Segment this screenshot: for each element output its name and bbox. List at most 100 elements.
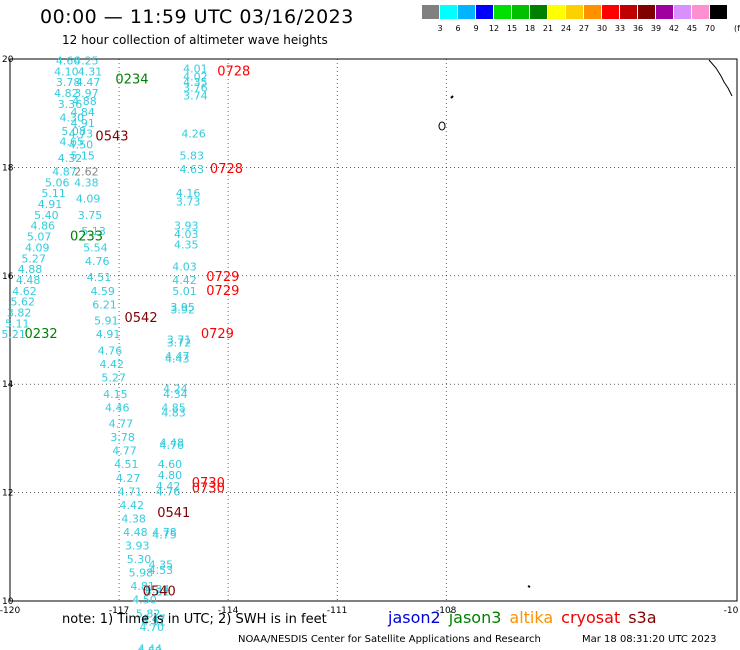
wave-height-label: 6.21 [92, 298, 117, 311]
legend-swatch [458, 5, 475, 19]
wave-height-label: 4.85 [161, 401, 186, 414]
wave-height-label: 4.62 [12, 285, 37, 298]
lat-tick-label: 20 [2, 55, 14, 65]
wave-height-label: 4.60 [56, 54, 81, 67]
wave-height-label: 4.76 [156, 485, 181, 498]
pass-time-label: 0729 [206, 270, 239, 285]
wave-height-label: 4.82 [54, 87, 79, 100]
wave-height-label: 4.63 [180, 163, 205, 176]
legend-swatch [494, 5, 511, 19]
legend-label: 30 [596, 24, 608, 33]
wave-height-label: 4.01 [183, 63, 208, 76]
wave-height-label: 4.09 [25, 241, 50, 254]
map-title: 00:00 — 11:59 UTC 03/16/2023 [40, 6, 354, 28]
legend-label: 18 [524, 24, 536, 33]
wave-height-label: 5.91 [94, 315, 119, 328]
wave-height-label: 4.24 [163, 382, 188, 395]
lon-tick-label: -10 [724, 606, 739, 616]
wave-height-label: 4.88 [72, 95, 97, 108]
wave-height-label: 4.30 [60, 111, 85, 124]
legend-swatch [476, 5, 493, 19]
map-frame [9, 58, 738, 602]
wave-height-label: 4.77 [109, 418, 134, 431]
wave-height-label: 4.42 [100, 358, 125, 371]
pass-time-label: 0540 [143, 585, 176, 600]
wave-height-label: 5.13 [81, 225, 106, 238]
legend-unit: (ft) [733, 24, 740, 33]
wave-height-label: 5.06 [45, 176, 70, 189]
wave-height-label: 4.31 [78, 65, 103, 78]
lat-tick-label: 10 [2, 597, 14, 607]
wave-height-label: 4.91 [38, 198, 63, 211]
legend-swatch [440, 5, 457, 19]
wave-height-label: 4.38 [74, 176, 99, 189]
legend-swatch [692, 5, 709, 19]
wave-height-label: 4.77 [112, 445, 137, 458]
wave-height-label: 4.76 [160, 439, 185, 452]
wave-height-label: 5.08 [61, 125, 86, 138]
wave-height-label: 4.88 [18, 263, 43, 276]
wave-height-label: 4.35 [183, 76, 208, 89]
wave-height-label: 4.32 [58, 152, 83, 165]
pass-time-label: 0730 [192, 482, 225, 497]
wave-height-label: 4.46 [105, 401, 130, 414]
pass-time-label: 0232 [25, 327, 58, 342]
wave-height-label: 4.15 [103, 388, 128, 401]
pass-times: 0234 0233 0232 0543 0542 0541 0540 0728 0728 0729… [25, 64, 251, 599]
wave-height-label: 3.92 [170, 304, 195, 317]
credit-line: NOAA/NESDIS Center for Satellite Applica… [238, 634, 541, 645]
wave-height-label: 4.91 [70, 117, 95, 130]
wave-height-label: 3.76 [183, 82, 208, 95]
pass-time-label: 0543 [95, 129, 128, 144]
wave-height-label: 4.02 [183, 71, 208, 84]
wave-height-label: 4.81 [130, 580, 155, 593]
wave-height-label: 4.26 [181, 128, 206, 141]
wave-labels: 4.604.103.784.823.364.305.084.654.324.87… [1, 54, 207, 650]
legend-swatch [638, 5, 655, 19]
wave-height-label: 4.51 [87, 271, 112, 284]
legend-label: 6 [455, 24, 461, 33]
wave-height-label: 3.78 [110, 431, 135, 444]
wave-height-label: 5.62 [10, 296, 35, 309]
satellite-label-jason2: jason2 [388, 608, 441, 627]
wave-height-label: 4.47 [165, 350, 190, 363]
wave-height-label: 4.31 [145, 586, 170, 599]
wave-height-label: 4.25 [74, 54, 99, 67]
legend-swatch [512, 5, 529, 19]
lon-tick-label: -114 [218, 606, 239, 616]
satellite-label-altika: altika [509, 608, 554, 627]
wave-height-label: 4.43 [165, 353, 190, 366]
wave-height-label: 3.74 [183, 90, 208, 103]
satellite-label-cryosat: cryosat [561, 608, 621, 627]
lon-tick-label: -120 [0, 606, 20, 616]
pass-time-label: 0728 [210, 162, 243, 177]
wave-height-label: 3.75 [78, 209, 103, 222]
legend-swatch [530, 5, 547, 19]
legend-label: 70 [704, 24, 716, 33]
legend-label: 3 [437, 24, 443, 33]
wave-height-label: 4.71 [118, 485, 143, 498]
wave-height-label: 4.76 [98, 344, 123, 357]
wave-height-label: 4.65 [60, 136, 85, 149]
pass-time-label: 0233 [70, 230, 103, 245]
wave-height-label: 4.91 [96, 328, 121, 341]
wave-height-label: 4.80 [158, 469, 183, 482]
wave-height-label: 2.62 [74, 166, 99, 179]
wave-height-label: 3.72 [167, 336, 192, 349]
wave-height-label: 4.48 [123, 526, 148, 539]
legend-label: 27 [578, 24, 590, 33]
legend-swatch [548, 5, 565, 19]
axis-ticks: -120 -117 -114 -111 -108 -10 20 18 16 14 12 10 [0, 55, 739, 616]
legend-label: 12 [488, 24, 500, 33]
lon-tick-label: -111 [327, 606, 347, 616]
pass-time-label: 0729 [206, 284, 239, 299]
wave-height-label: 4.76 [85, 255, 110, 268]
pass-time-label: 0234 [115, 72, 148, 87]
wave-height-label: 5.54 [83, 241, 108, 254]
wave-height-label: 5.07 [27, 231, 52, 244]
wave-height-label: 4.60 [158, 458, 183, 471]
wave-height-label: 3.93 [174, 220, 199, 233]
wave-height-label: 4.09 [76, 193, 101, 206]
wave-height-label: 4.03 [172, 260, 197, 273]
